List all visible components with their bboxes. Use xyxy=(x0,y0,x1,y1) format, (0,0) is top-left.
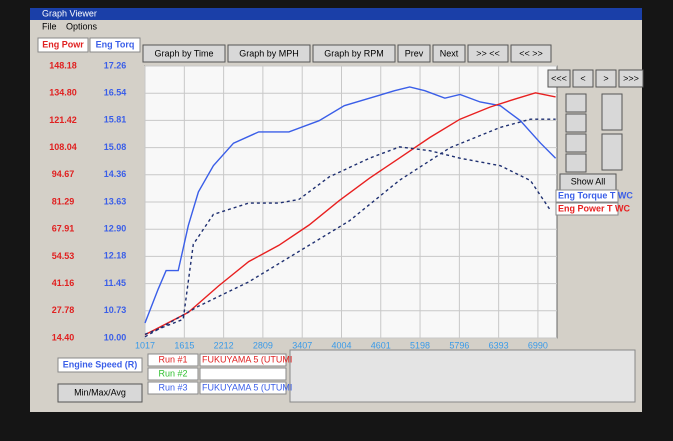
y2-tick-label: 16.54 xyxy=(104,87,127,97)
x-tick-label: 5198 xyxy=(410,340,430,350)
toolbar-button-label: >> << xyxy=(476,48,500,58)
y2-tick-label: 17.26 xyxy=(104,60,127,70)
y2-tick-label: 12.90 xyxy=(104,224,127,234)
run-box xyxy=(147,381,199,395)
footer-button[interactable] xyxy=(57,383,143,403)
y-tick-label: 134.80 xyxy=(49,88,77,98)
y2-tick-label: 10.00 xyxy=(104,332,127,342)
toolbar-button[interactable] xyxy=(397,44,431,63)
y2-tick-label: 15.08 xyxy=(104,142,127,152)
toolbar-button-label: <<< xyxy=(551,73,567,83)
series-line xyxy=(144,92,556,336)
toolbar-button[interactable] xyxy=(547,69,571,88)
toolbar-button-label: < xyxy=(580,73,585,83)
info-panel xyxy=(289,349,636,403)
legend-box xyxy=(555,202,619,216)
y2-tick-label: 14.36 xyxy=(104,169,127,179)
show-all-label: Show All xyxy=(571,176,606,186)
toolbar-button-label: Next xyxy=(440,48,459,58)
toolbar-button[interactable] xyxy=(510,44,552,63)
y-tick-label: 14.40 xyxy=(52,332,75,342)
toolbar-button[interactable] xyxy=(432,44,466,63)
toolbar-button[interactable] xyxy=(618,69,644,88)
x-tick-label: 4004 xyxy=(331,340,351,350)
label-box xyxy=(37,37,89,53)
menu-item[interactable]: Options xyxy=(66,21,98,31)
y2-tick-label: 11.45 xyxy=(104,278,126,288)
scroll-button[interactable] xyxy=(601,93,623,131)
toolbar-button[interactable] xyxy=(142,44,226,63)
label-box xyxy=(57,357,143,373)
toolbar-button-label: << >> xyxy=(519,48,543,58)
run-label: Run #1 xyxy=(158,354,187,364)
scroll-button[interactable] xyxy=(565,113,587,133)
y2-tick-label: 12.18 xyxy=(104,251,127,261)
y-tick-label: 54.53 xyxy=(52,251,75,261)
toolbar-button-label: > xyxy=(603,73,608,83)
run-label: Run #2 xyxy=(158,368,187,378)
scroll-button[interactable] xyxy=(565,153,587,173)
series-line xyxy=(144,86,557,324)
y2-tick-label: 15.81 xyxy=(104,115,127,125)
y2-tick-label: 13.63 xyxy=(104,196,127,206)
title-bar xyxy=(30,8,642,20)
y-tick-label: 67.91 xyxy=(52,224,75,234)
run-name-box xyxy=(199,367,287,381)
x-tick-label: 3407 xyxy=(292,340,312,350)
legend-box xyxy=(555,189,619,203)
toolbar-button[interactable] xyxy=(595,69,617,88)
legend-entry: Eng Torque T WC xyxy=(558,190,633,200)
toolbar-button-label: Graph by RPM xyxy=(324,48,384,58)
toolbar-button[interactable] xyxy=(227,44,311,63)
legend-entry: Eng Power T WC xyxy=(558,203,631,213)
run-name: FUKUYAMA 5 (UTUMI xyxy=(202,382,292,392)
scroll-button[interactable] xyxy=(565,133,587,153)
y-tick-label: 41.16 xyxy=(52,278,75,288)
x-label: Engine Speed (R) xyxy=(63,359,138,369)
run-name: FUKUYAMA 5 (UTUMI xyxy=(202,354,292,364)
x-tick-label: 1017 xyxy=(135,340,155,350)
y-tick-label: 81.29 xyxy=(52,196,75,206)
footer-button-label: Min/Max/Avg xyxy=(74,387,126,397)
run-box xyxy=(147,367,199,381)
x-tick-label: 6990 xyxy=(528,340,548,350)
run-box xyxy=(147,353,199,367)
right-buttons xyxy=(565,93,623,173)
x-tick-label: 1615 xyxy=(174,340,194,350)
toolbar-button[interactable] xyxy=(467,44,509,63)
run-name-box xyxy=(199,381,287,395)
label-box xyxy=(89,37,141,53)
y-label: Eng Powr xyxy=(42,39,84,49)
window-title: Graph Viewer xyxy=(42,8,97,18)
y-tick-label: 108.04 xyxy=(49,142,77,152)
scroll-button[interactable] xyxy=(601,133,623,171)
y-tick-label: 94.67 xyxy=(52,169,75,179)
x-tick-label: 4601 xyxy=(371,340,391,350)
y2-label: Eng Torq xyxy=(96,39,135,49)
x-tick-label: 6393 xyxy=(489,340,509,350)
y-tick-label: 148.18 xyxy=(49,60,77,70)
series-line xyxy=(144,146,552,335)
toolbar-button[interactable] xyxy=(312,44,396,63)
menu-item[interactable]: File xyxy=(42,21,57,31)
run-label: Run #3 xyxy=(158,382,187,392)
toolbar-button-label: Graph by Time xyxy=(154,48,213,58)
toolbar-button[interactable] xyxy=(572,69,594,88)
toolbar-button-label: >>> xyxy=(623,73,639,83)
x-tick-label: 5796 xyxy=(449,340,469,350)
run-name-box xyxy=(199,353,287,367)
y-tick-label: 27.78 xyxy=(52,305,75,315)
scroll-button[interactable] xyxy=(565,93,587,113)
y2-tick-label: 10.73 xyxy=(104,305,127,315)
x-tick-label: 2212 xyxy=(214,340,234,350)
toolbar-button-label: Graph by MPH xyxy=(239,48,299,58)
x-tick-label: 2809 xyxy=(253,340,273,350)
y-tick-label: 121.42 xyxy=(49,115,77,125)
toolbar-button-label: Prev xyxy=(405,48,424,58)
